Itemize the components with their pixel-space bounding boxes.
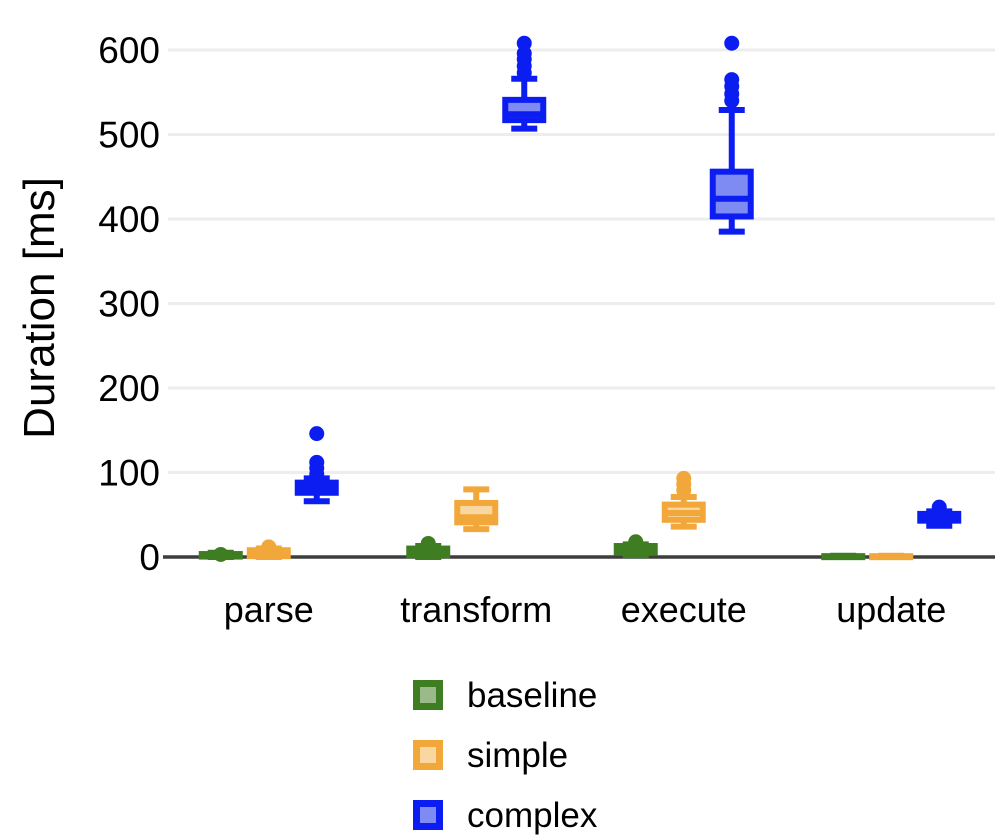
- legend-swatch-baseline: [413, 680, 443, 710]
- y-tick-label-100: 100: [98, 453, 160, 494]
- boxplot-parse-complex-outlier: [309, 454, 325, 470]
- legend-label-simple: simple: [467, 735, 569, 775]
- y-tick-label-300: 300: [98, 284, 160, 325]
- legend-swatch-complex: [413, 800, 443, 830]
- boxplot-parse-simple-outlier: [261, 539, 277, 555]
- boxplot-transform-complex-outlier: [516, 35, 532, 51]
- legend-item-complex: complex: [413, 795, 598, 835]
- y-tick-label-200: 200: [98, 368, 160, 409]
- x-tick-label-update: update: [836, 589, 946, 630]
- legend: baseline simple complex: [413, 675, 598, 835]
- boxplot-update-complex-outlier: [931, 499, 947, 515]
- boxplot-execute-complex-box: [709, 168, 754, 220]
- boxplot-parse-baseline-outlier: [213, 546, 229, 562]
- boxplot-execute-simple-outlier: [676, 470, 692, 486]
- legend-label-complex: complex: [467, 795, 598, 835]
- x-tick-label-transform: transform: [400, 589, 552, 630]
- chart-plot-area: 0 100 200 300 400 500 600 parse transform execute…: [98, 30, 995, 630]
- boxplot-transform-baseline-outlier: [420, 535, 436, 551]
- legend-label-baseline: baseline: [467, 675, 598, 715]
- y-axis-title: Duration [ms]: [15, 177, 64, 439]
- legend-item-simple: simple: [413, 735, 597, 775]
- y-tick-label-0: 0: [139, 537, 160, 578]
- y-tick-label-600: 600: [98, 30, 160, 71]
- boxplot-parse-complex-outlier: [309, 426, 325, 442]
- boxplot-execute-complex-outlier: [724, 72, 740, 88]
- legend-item-baseline: baseline: [413, 675, 598, 715]
- legend-swatch-simple: [413, 740, 443, 770]
- x-tick-label-parse: parse: [224, 589, 314, 630]
- x-tick-label-execute: execute: [621, 589, 747, 630]
- boxplot-execute-complex-outlier: [724, 35, 740, 51]
- boxplot-execute-baseline-outlier: [628, 534, 644, 550]
- y-tick-label-400: 400: [98, 199, 160, 240]
- y-tick-label-500: 500: [98, 115, 160, 156]
